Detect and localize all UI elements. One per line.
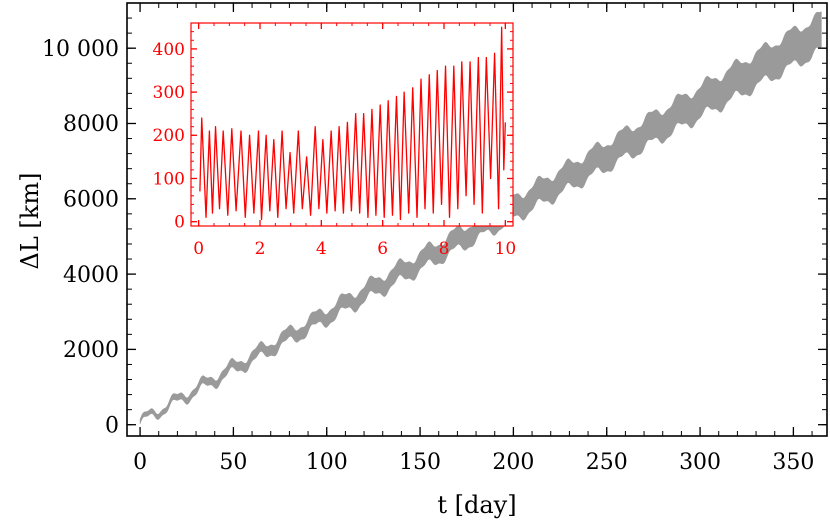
x-tick-label: 0	[133, 450, 147, 475]
inset-series-line	[199, 26, 506, 221]
inset-chart: 0 2 4 6 8 10 0 100 200 300 400	[153, 22, 516, 259]
x-tick-label: 0	[193, 239, 204, 259]
x-tick-label: 4	[316, 239, 327, 259]
y-tick-label: 0	[174, 213, 185, 233]
inset-y-tick-labels: 0 100 200 300 400	[153, 40, 185, 233]
y-tick-label: 4000	[63, 263, 119, 288]
y-tick-label: 6000	[63, 187, 119, 212]
main-ticks	[127, 2, 827, 436]
x-tick-label: 150	[399, 450, 441, 475]
x-tick-label: 200	[492, 450, 534, 475]
x-axis-title: t [day]	[437, 491, 516, 519]
x-tick-label: 300	[679, 450, 721, 475]
x-tick-label: 2	[255, 239, 266, 259]
y-tick-label: 2000	[63, 338, 119, 363]
y-tick-label: 100	[153, 169, 185, 189]
inset-line-layer	[199, 26, 506, 221]
y-tick-label: 400	[153, 40, 185, 60]
main-y-tick-labels: 0 2000 4000 6000 8000 10 000	[42, 37, 119, 439]
main-plot-frame	[126, 2, 828, 437]
y-tick-label: 200	[153, 126, 185, 146]
x-tick-label: 350	[772, 450, 814, 475]
y-axis-title: ΔL [km]	[16, 173, 44, 270]
inset-x-tick-labels: 0 2 4 6 8 10	[193, 239, 516, 259]
y-tick-label: 300	[153, 83, 185, 103]
x-tick-label: 10	[495, 239, 517, 259]
x-tick-label: 250	[586, 450, 628, 475]
x-tick-label: 100	[306, 450, 348, 475]
y-tick-label: 0	[105, 413, 119, 438]
y-tick-label: 10 000	[42, 37, 119, 62]
x-tick-label: 6	[377, 239, 388, 259]
x-tick-label: 50	[219, 450, 247, 475]
main-x-tick-labels: 0 50 100 150 200 250 300 350	[133, 450, 814, 475]
x-tick-label: 8	[439, 239, 450, 259]
inset-ticks	[191, 22, 513, 226]
y-tick-label: 8000	[63, 112, 119, 137]
